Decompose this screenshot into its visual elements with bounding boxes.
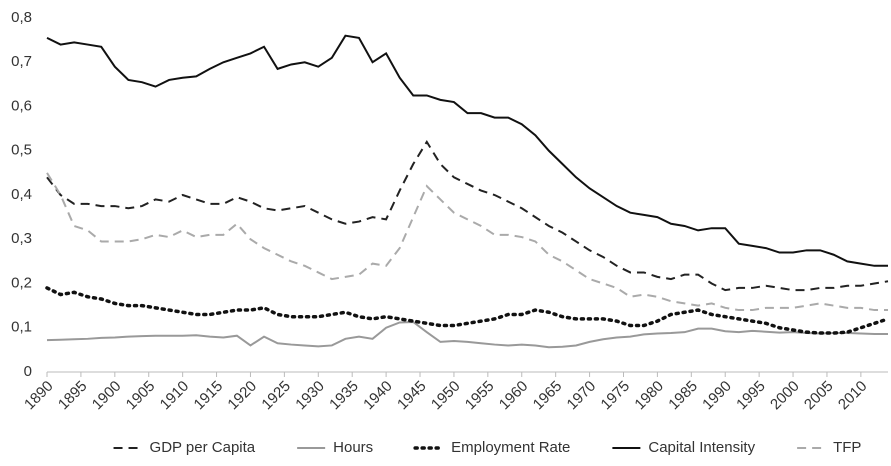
x-tick-label: 1925: [258, 378, 294, 414]
legend-label: TFP: [833, 439, 861, 456]
x-tick-label: 1905: [123, 378, 159, 414]
line-series: [46, 172, 888, 312]
y-tick-label: 0,1: [11, 319, 32, 336]
x-tick-label: 1940: [360, 378, 396, 414]
x-tick-label: 1895: [55, 378, 91, 414]
y-tick-label: 0,5: [11, 142, 32, 159]
x-tick-label: 1950: [428, 378, 464, 414]
legend-label: Hours: [333, 439, 373, 456]
x-tick-label: 2010: [835, 378, 871, 414]
x-tick-label: 1910: [157, 378, 193, 414]
x-tick-label: 1985: [665, 378, 701, 414]
x-tick-label: 2005: [801, 378, 837, 414]
y-tick-label: 0: [24, 363, 32, 380]
x-tick-label: 1990: [699, 378, 735, 414]
y-tick-label: 0,2: [11, 274, 32, 291]
y-tick-label: 0,4: [11, 186, 32, 203]
x-tick-label: 1915: [191, 378, 227, 414]
y-tick-label: 0,3: [11, 230, 32, 247]
x-tick-label: 2000: [767, 378, 803, 414]
x-tick-label: 1890: [21, 378, 57, 414]
x-tick-label: 1965: [530, 378, 566, 414]
y-tick-label: 0,7: [11, 53, 32, 70]
x-tick-label: 1970: [564, 378, 600, 414]
x-tick-label: 1960: [496, 378, 532, 414]
line-series: [46, 320, 888, 349]
x-tick-label: 1955: [462, 378, 498, 414]
x-tick-label: 1945: [394, 378, 430, 414]
y-tick-label: 0,6: [11, 97, 32, 114]
x-tick-label: 1935: [326, 378, 362, 414]
x-tick-label: 1975: [598, 378, 634, 414]
x-tick-label: 1930: [292, 378, 328, 414]
x-tick-label: 1980: [631, 378, 667, 414]
y-tick-label: 0,8: [11, 9, 32, 26]
legend-label: GDP per Capita: [150, 439, 256, 456]
line-series: [46, 34, 888, 267]
line-series: [45, 286, 890, 335]
x-tick-label: 1920: [224, 378, 260, 414]
legend-label: Employment Rate: [451, 439, 570, 456]
line-series: [46, 139, 889, 292]
x-tick-label: 1995: [733, 378, 769, 414]
x-tick-label: 1900: [89, 378, 125, 414]
legend-label: Capital Intensity: [648, 439, 755, 456]
